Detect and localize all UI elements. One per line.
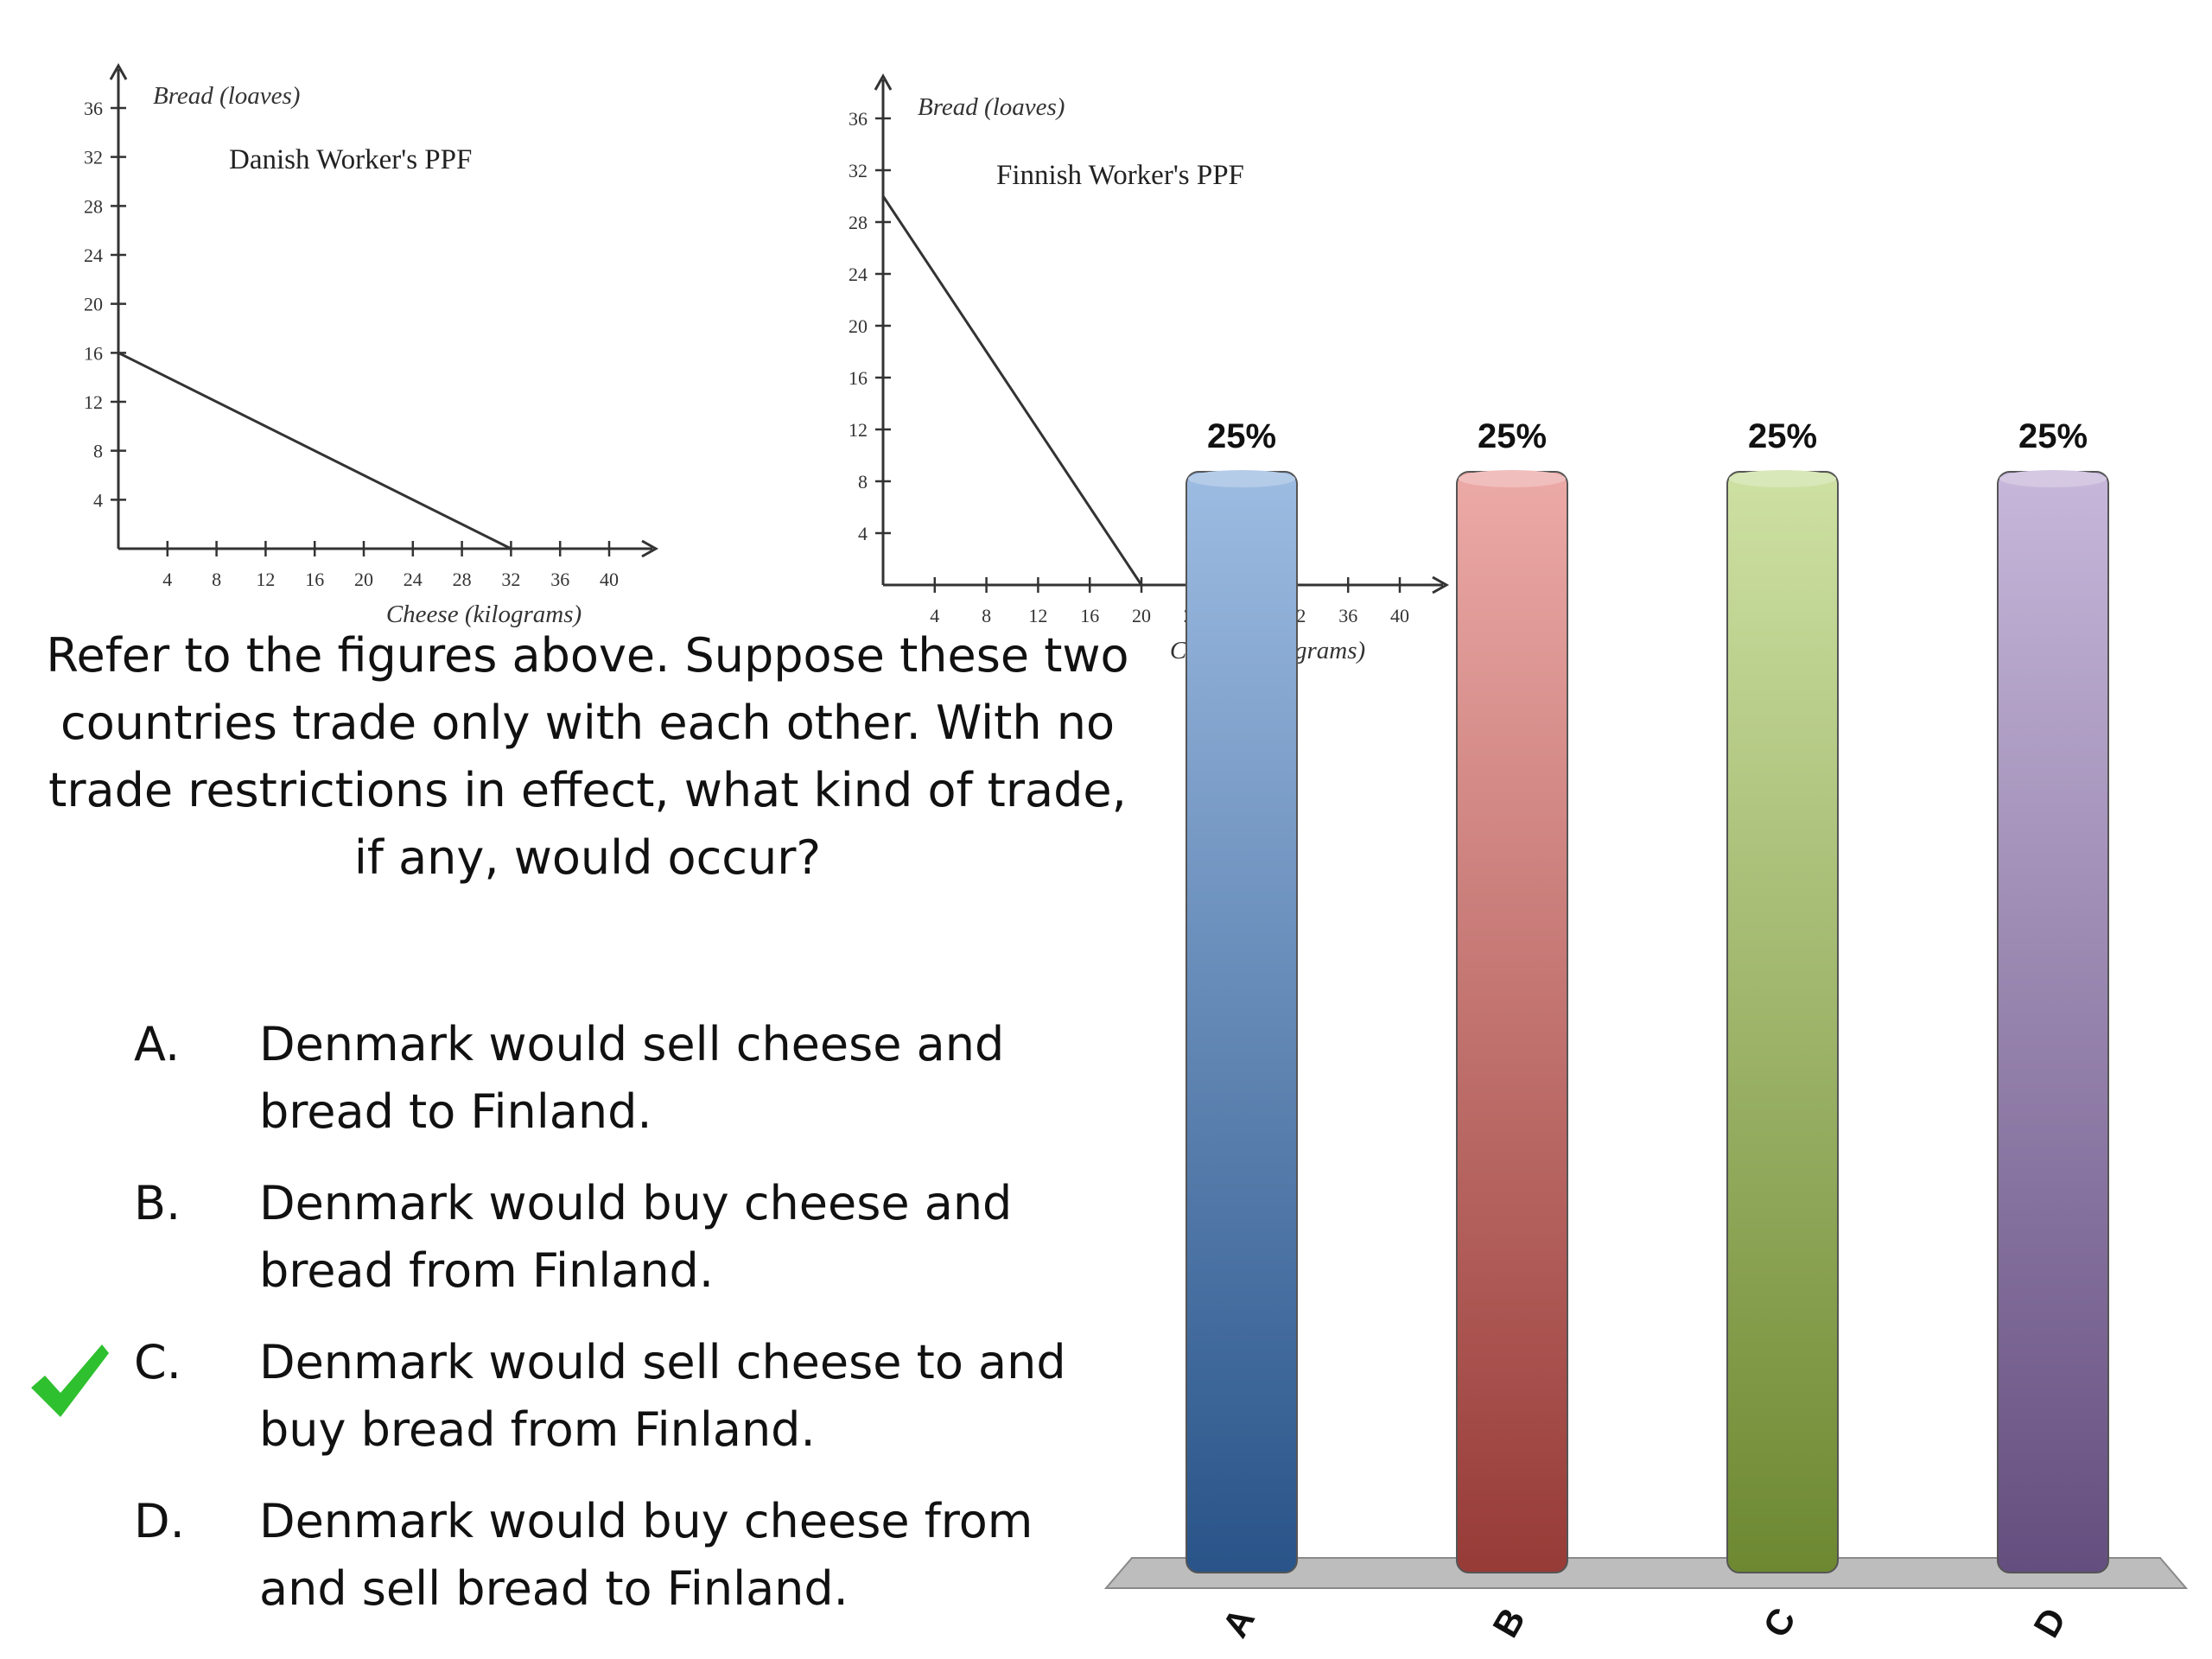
option-text: Denmark would buy cheese from and sell b…: [259, 1488, 1128, 1623]
y-tick-label: 4: [858, 523, 868, 544]
x-tick-label: 32: [501, 569, 520, 590]
bar-category-label: A: [1214, 1601, 1262, 1644]
x-tick-label: 4: [162, 569, 172, 590]
bar-top: [1999, 470, 2107, 487]
bar-category-label: C: [1755, 1601, 1803, 1644]
option-line: Denmark would sell cheese and: [259, 1017, 1005, 1071]
chart-title: Danish Worker's PPF: [229, 144, 472, 175]
option-letter: C.: [134, 1335, 181, 1389]
y-axis-arrow-icon: [109, 62, 128, 80]
x-tick-label: 40: [1390, 605, 1409, 626]
bar-top: [1188, 470, 1295, 487]
option-b[interactable]: B. Denmark would buy cheese and bread fr…: [134, 1170, 1128, 1305]
x-tick-label: 28: [453, 569, 472, 590]
x-tick-label: 16: [305, 569, 324, 590]
x-axis-arrow-icon: [1432, 575, 1450, 594]
y-tick-label: 16: [849, 367, 868, 389]
y-tick-label: 24: [84, 245, 103, 266]
bar-value-label: 25%: [1207, 417, 1276, 455]
x-tick-label: 20: [354, 569, 373, 590]
chart-title: Finnish Worker's PPF: [996, 160, 1244, 191]
bar-category-label: B: [1484, 1601, 1533, 1644]
y-tick-label: 8: [93, 441, 103, 462]
option-letter: D.: [134, 1494, 185, 1548]
bar-category-label: D: [2025, 1601, 2074, 1644]
chart-floor: [1103, 1557, 2189, 1589]
option-line: Denmark would buy cheese from: [259, 1494, 1033, 1548]
ppf-line: [881, 195, 1143, 586]
y-tick-label: 12: [84, 391, 103, 413]
y-tick-label: 24: [849, 264, 868, 285]
y-tick-label: 32: [849, 160, 868, 181]
option-line: Denmark would buy cheese and: [259, 1176, 1013, 1230]
x-tick-label: 8: [212, 569, 221, 590]
x-tick-label: 4: [930, 605, 939, 626]
option-line: bread to Finland.: [259, 1084, 652, 1139]
option-text: Denmark would sell cheese and bread to F…: [259, 1011, 1128, 1146]
question-text: Refer to the figures above. Suppose thes…: [43, 622, 1132, 892]
option-line: bread from Finland.: [259, 1243, 714, 1298]
x-tick-label: 24: [404, 569, 423, 590]
x-tick-label: 12: [1028, 605, 1047, 626]
question-line: if any, would occur?: [353, 830, 822, 885]
bar-value-label: 25%: [2018, 417, 2088, 455]
x-axis-arrow-icon: [641, 539, 659, 558]
y-tick-label: 16: [84, 342, 103, 364]
option-text: Denmark would buy cheese and bread from …: [259, 1170, 1128, 1305]
option-letter: A.: [134, 1017, 181, 1071]
x-tick-label: 16: [1080, 605, 1099, 626]
y-tick-label: 4: [93, 489, 103, 511]
option-c[interactable]: C. Denmark would sell cheese to and buy …: [31, 1329, 1128, 1464]
option-line: Denmark would sell cheese to and: [259, 1335, 1066, 1389]
x-tick-label: 40: [600, 569, 619, 590]
bar-value-label: 25%: [1748, 417, 1817, 455]
y-axis-label: Bread (loaves): [153, 82, 300, 110]
y-axis-label: Bread (loaves): [918, 93, 1065, 121]
y-axis-arrow-icon: [874, 73, 893, 91]
y-tick-label: 36: [84, 98, 103, 119]
bar-d: [1997, 471, 2109, 1573]
checkmark-icon: [31, 1344, 109, 1417]
y-tick-label: 8: [858, 471, 868, 493]
bar-b: [1456, 471, 1568, 1573]
ppf-line: [118, 351, 512, 550]
option-text: Denmark would sell cheese to and buy bre…: [259, 1329, 1128, 1464]
option-letter: B.: [134, 1176, 181, 1230]
bar-top: [1729, 470, 1836, 487]
answer-options: A. Denmark would sell cheese and bread t…: [31, 1011, 1128, 1647]
x-axis-label: Cheese (kilograms): [386, 601, 582, 628]
y-tick-label: 28: [849, 212, 868, 233]
bar-a: [1185, 471, 1298, 1573]
y-tick-label: 12: [849, 419, 868, 441]
x-tick-label: 36: [550, 569, 569, 590]
y-tick-label: 20: [849, 315, 868, 337]
bar-top: [1459, 470, 1566, 487]
question-line: Refer to the figures above. Suppose thes…: [46, 628, 1129, 683]
x-tick-label: 20: [1132, 605, 1151, 626]
x-tick-label: 8: [982, 605, 991, 626]
option-line: buy bread from Finland.: [259, 1402, 816, 1457]
option-d[interactable]: D. Denmark would buy cheese from and sel…: [134, 1488, 1128, 1623]
option-a[interactable]: A. Denmark would sell cheese and bread t…: [134, 1011, 1128, 1146]
bar-value-label: 25%: [1478, 417, 1547, 455]
x-tick-label: 36: [1338, 605, 1357, 626]
x-tick-label: 12: [256, 569, 275, 590]
y-tick-label: 28: [84, 195, 103, 217]
y-tick-label: 32: [84, 147, 103, 168]
question-line: countries trade only with each other. Wi…: [60, 696, 1115, 750]
option-line: and sell bread to Finland.: [259, 1561, 849, 1616]
y-tick-label: 36: [849, 108, 868, 130]
y-tick-label: 20: [84, 294, 103, 315]
bar-c: [1726, 471, 1839, 1573]
question-line: trade restrictions in effect, what kind …: [48, 763, 1127, 817]
